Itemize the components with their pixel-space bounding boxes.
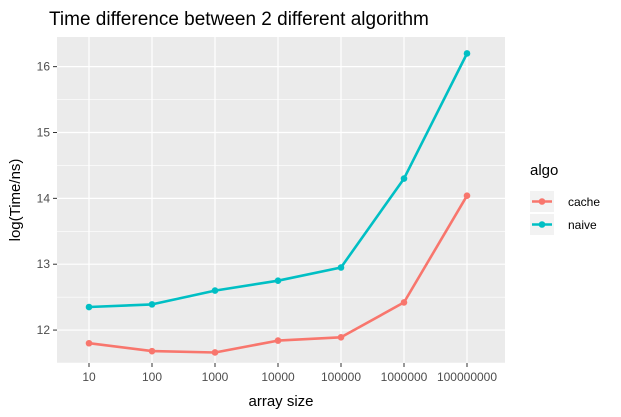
data-point-cache [85,339,93,347]
data-point-cache [337,334,345,341]
x-tick-label: 1000 [202,370,229,384]
series-layer [85,50,471,356]
data-point-naive [463,50,471,57]
y-tick-label: 12 [37,323,51,337]
y-axis-title: log(Time/ns) [7,159,24,242]
data-point-naive [337,264,345,271]
legend-key-point [538,221,546,228]
y-tick-label: 15 [37,125,51,139]
grid-major [57,37,505,363]
data-point-cache [463,192,471,200]
data-point-naive [400,175,408,182]
y-tick-label: 13 [37,257,51,271]
x-tick-label: 100000 [321,370,361,384]
y-tick-label: 16 [37,60,51,74]
legend: algo cache naive [530,162,600,235]
x-tick-label: 1000000 [381,370,428,384]
data-point-naive [211,287,219,294]
x-tick-label: 100000000 [437,370,497,384]
plot-panel [57,37,505,363]
data-point-naive [274,277,282,284]
x-axis-title: array size [248,393,313,410]
chart-title: Time difference between 2 different algo… [49,9,429,30]
grid-minor [57,99,505,364]
x-tick-label: 100 [142,370,162,384]
data-point-cache [274,337,282,344]
data-point-naive [148,301,156,308]
legend-label-cache: cache [568,195,600,209]
data-point-cache [148,347,156,355]
y-tick-label: 14 [37,191,51,205]
data-point-cache [211,349,219,356]
data-point-naive [85,303,93,311]
legend-label-naive: naive [568,218,597,232]
data-point-cache [400,299,408,306]
ticks-layer: 12 13 14 15 16 10 100 1000 10000 100000 1000000 100… [37,60,498,384]
legend-key-point [538,198,546,205]
x-tick-label: 10 [82,370,96,384]
legend-items: cache naive [530,191,600,235]
x-tick-label: 10000 [261,370,295,384]
legend-title: algo [530,162,558,179]
